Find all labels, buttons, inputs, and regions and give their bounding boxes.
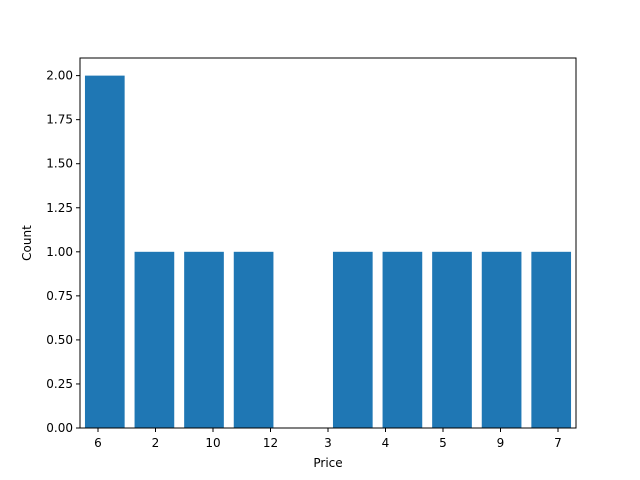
bar-3 bbox=[233, 251, 274, 428]
bar-7 bbox=[481, 251, 522, 428]
bar-0 bbox=[84, 75, 125, 428]
x-axis-label: Price bbox=[313, 456, 342, 470]
x-tick-label: 12 bbox=[263, 436, 278, 450]
y-tick-label: 1.25 bbox=[46, 201, 73, 215]
x-tick-label: 10 bbox=[205, 436, 220, 450]
y-tick-label: 1.00 bbox=[46, 245, 73, 259]
bar-4 bbox=[332, 251, 373, 428]
bar-2 bbox=[184, 251, 224, 428]
y-tick-label: 2.00 bbox=[46, 69, 73, 83]
y-axis-label: Count bbox=[20, 225, 34, 261]
x-tick-label: 6 bbox=[94, 436, 102, 450]
bar-1 bbox=[134, 251, 175, 428]
x-axis-ticks: 6 2 10 12 3 4 5 9 7 bbox=[94, 428, 562, 450]
x-tick-label: 7 bbox=[554, 436, 562, 450]
bar-5 bbox=[382, 251, 423, 428]
y-tick-label: 0.25 bbox=[46, 377, 73, 391]
y-tick-label: 0.75 bbox=[46, 289, 73, 303]
plot-frame bbox=[79, 57, 577, 429]
bars bbox=[84, 75, 572, 428]
bar-8 bbox=[531, 251, 572, 428]
bar-6 bbox=[432, 251, 472, 428]
x-tick-label: 4 bbox=[382, 436, 390, 450]
x-tick-label: 2 bbox=[152, 436, 160, 450]
y-axis-ticks: 0.00 0.25 0.50 0.75 1.00 1.25 1.50 1.75 2.00 bbox=[46, 69, 80, 435]
x-tick-label: 9 bbox=[497, 436, 505, 450]
x-tick-label: 3 bbox=[324, 436, 332, 450]
y-tick-label: 0.50 bbox=[46, 333, 73, 347]
y-tick-label: 1.50 bbox=[46, 157, 73, 171]
y-tick-label: 0.00 bbox=[46, 421, 73, 435]
y-tick-label: 1.75 bbox=[46, 113, 73, 127]
x-tick-label: 5 bbox=[439, 436, 447, 450]
